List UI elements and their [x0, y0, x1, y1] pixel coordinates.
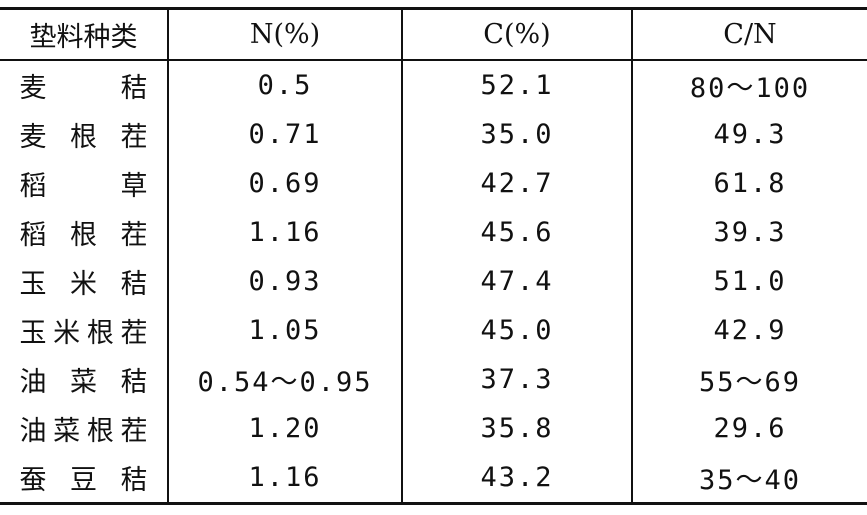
value-cell: 0.71 — [167, 110, 402, 159]
value-cell: 0.5 — [167, 60, 402, 110]
value-cell: 61.8 — [631, 159, 867, 208]
table-row: 油菜根茬 1.20 35.8 29.6 — [0, 404, 867, 453]
table-row: 玉米秸 0.93 47.4 51.0 — [0, 257, 867, 306]
table-row: 蚕豆秸 1.16 43.2 35～40 — [0, 453, 867, 504]
value-cell: 0.54～0.95 — [167, 355, 402, 404]
value-cell: 45.6 — [401, 208, 632, 257]
value-cell: 39.3 — [631, 208, 867, 257]
header-cell: C/N — [631, 8, 867, 60]
value-cell: 37.3 — [401, 355, 632, 404]
value-cell: 1.20 — [167, 404, 402, 453]
value-cell: 47.4 — [401, 257, 632, 306]
value-cell: 0.69 — [167, 159, 402, 208]
value-cell: 1.16 — [167, 208, 402, 257]
table-row: 稻草 0.69 42.7 61.8 — [0, 159, 867, 208]
row-label: 油菜根茬 — [19, 416, 148, 447]
row-label-cell: 麦秸 — [0, 60, 168, 110]
row-label: 玉米秸 — [19, 269, 148, 300]
row-label-cell: 蚕豆秸 — [0, 453, 168, 504]
value-cell: 1.16 — [167, 453, 402, 504]
value-cell: 55～69 — [631, 355, 867, 404]
value-cell: 35～40 — [631, 453, 867, 504]
header-cell: N(%) — [167, 8, 402, 60]
value-cell: 49.3 — [631, 110, 867, 159]
row-label: 稻根茬 — [19, 220, 148, 251]
value-cell: 45.0 — [401, 306, 632, 355]
table-body: 麦秸 0.5 52.1 80～100 麦根茬 0.71 35.0 49.3 稻草 0.69 42.7… — [0, 60, 867, 504]
value-cell: 80～100 — [631, 60, 867, 110]
value-cell: 1.05 — [167, 306, 402, 355]
table-row: 麦秸 0.5 52.1 80～100 — [0, 60, 867, 110]
row-label: 蚕豆秸 — [19, 465, 148, 496]
value-cell: 35.0 — [401, 110, 632, 159]
row-label-cell: 稻草 — [0, 159, 168, 208]
table-header: 垫料种类 N(%) C(%) C/N — [0, 8, 867, 60]
row-label: 稻草 — [19, 171, 148, 202]
row-label-cell: 麦根茬 — [0, 110, 168, 159]
value-cell: 0.93 — [167, 257, 402, 306]
header-cell: 垫料种类 — [29, 22, 138, 53]
row-label-cell: 玉米根茬 — [0, 306, 168, 355]
value-cell: 42.7 — [401, 159, 632, 208]
header-row: 垫料种类 N(%) C(%) C/N — [0, 8, 867, 60]
table-row: 麦根茬 0.71 35.0 49.3 — [0, 110, 867, 159]
value-cell: 29.6 — [631, 404, 867, 453]
row-label: 玉米根茬 — [19, 318, 148, 349]
data-table: 垫料种类 N(%) C(%) C/N 麦秸 0.5 52.1 80～100 麦根茬 0.71 35… — [0, 7, 867, 505]
value-cell: 35.8 — [401, 404, 632, 453]
table-row: 玉米根茬 1.05 45.0 42.9 — [0, 306, 867, 355]
row-label-cell: 稻根茬 — [0, 208, 168, 257]
value-cell: 51.0 — [631, 257, 867, 306]
row-label-cell: 油菜根茬 — [0, 404, 168, 453]
row-label-cell: 玉米秸 — [0, 257, 168, 306]
row-label: 油菜秸 — [19, 367, 148, 398]
header-cell: C(%) — [401, 8, 632, 60]
row-label-cell: 油菜秸 — [0, 355, 168, 404]
row-label: 麦根茬 — [19, 122, 148, 153]
table-row: 油菜秸 0.54～0.95 37.3 55～69 — [0, 355, 867, 404]
value-cell: 42.9 — [631, 306, 867, 355]
value-cell: 52.1 — [401, 60, 632, 110]
table-row: 稻根茬 1.16 45.6 39.3 — [0, 208, 867, 257]
row-label: 麦秸 — [19, 73, 148, 104]
value-cell: 43.2 — [401, 453, 632, 504]
